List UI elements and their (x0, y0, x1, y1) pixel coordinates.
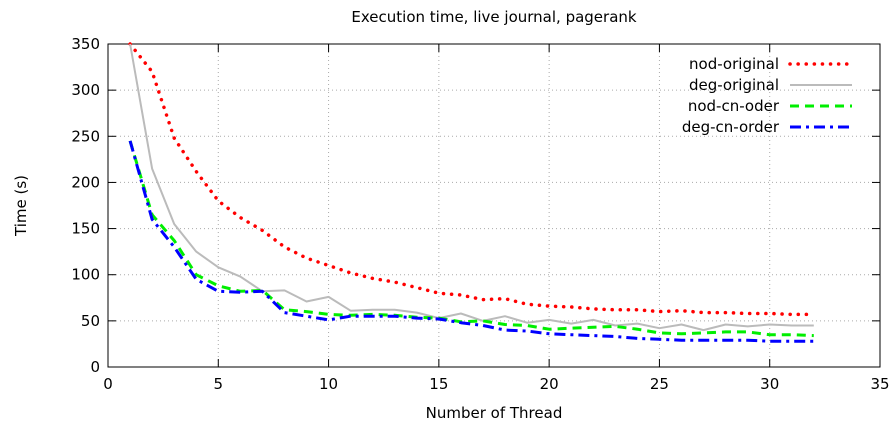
legend: nod-original deg-original nod-cn-oder deg-c… (682, 55, 854, 136)
x-tick-label: 25 (650, 375, 669, 393)
y-tick-label: 100 (71, 266, 100, 284)
y-tick-label: 50 (81, 312, 100, 330)
x-tick-label: 15 (429, 375, 448, 393)
y-tick-label: 350 (71, 35, 100, 53)
y-axis-label: Time (s) (12, 175, 30, 237)
y-tick-label: 250 (71, 127, 100, 145)
series-lines (128, 42, 816, 343)
series-line-deg-original (129, 43, 814, 332)
plot-frame (107, 43, 881, 368)
legend-label: nod-cn-oder (688, 97, 780, 115)
x-axis-label: Number of Thread (426, 404, 563, 422)
series-line-nod-cn-oder (128, 140, 814, 338)
x-tick-label: 35 (870, 375, 889, 393)
legend-label: deg-original (689, 76, 779, 94)
series-line-nod-original (128, 42, 816, 317)
x-tick-label: 5 (214, 375, 224, 393)
y-tick-label: 200 (71, 173, 100, 191)
legend-label: deg-cn-order (682, 118, 780, 136)
y-tick-label: 0 (90, 358, 100, 376)
series-line-deg-cn-order (128, 140, 814, 343)
chart-title: Execution time, live journal, pagerank (351, 8, 636, 26)
x-tick-label: 0 (103, 375, 113, 393)
x-tick-label: 10 (319, 375, 338, 393)
y-tick-label: 300 (71, 81, 100, 99)
legend-label: nod-original (689, 55, 779, 73)
x-tick-label: 30 (760, 375, 779, 393)
x-tick-label: 20 (540, 375, 559, 393)
axis-ticks: 0 50 100 150 200 250 300 350 0 5 10 15 20 25 30 35 (71, 35, 889, 393)
y-tick-label: 150 (71, 220, 100, 238)
